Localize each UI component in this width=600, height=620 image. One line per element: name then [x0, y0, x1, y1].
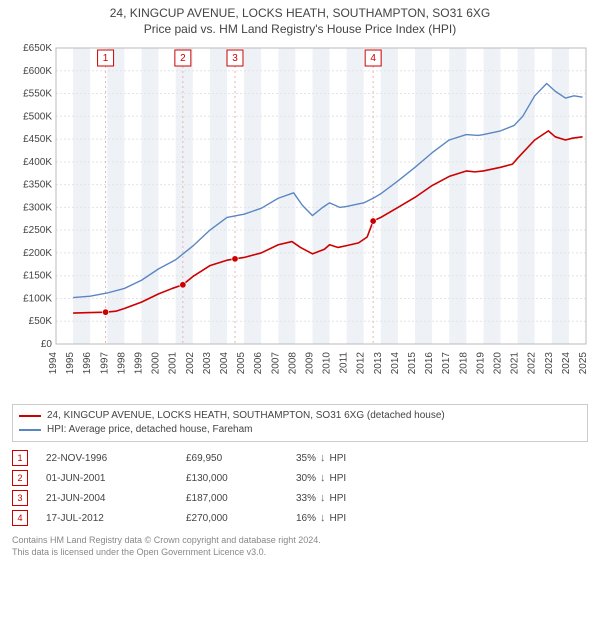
svg-text:£500K: £500K	[23, 111, 52, 122]
svg-text:4: 4	[370, 53, 376, 64]
svg-text:£100K: £100K	[23, 293, 52, 304]
svg-text:1: 1	[103, 53, 109, 64]
sale-price: £69,950	[186, 453, 296, 464]
svg-text:£650K: £650K	[23, 43, 52, 54]
svg-text:2016: 2016	[424, 352, 435, 375]
arrow-down-icon: ↓	[320, 512, 326, 524]
sale-date: 21-JUN-2004	[46, 493, 186, 504]
svg-text:2025: 2025	[578, 352, 589, 375]
legend-item: 24, KINGCUP AVENUE, LOCKS HEATH, SOUTHAM…	[19, 409, 581, 423]
sale-delta-pct: 16%	[296, 513, 316, 524]
svg-text:2019: 2019	[475, 352, 486, 375]
svg-text:2024: 2024	[561, 352, 572, 375]
svg-text:£200K: £200K	[23, 248, 52, 259]
svg-text:2007: 2007	[270, 352, 281, 375]
svg-text:2006: 2006	[253, 352, 264, 375]
title-line-2: Price paid vs. HM Land Registry's House …	[4, 22, 596, 36]
sale-row: 4 17-JUL-2012£270,00016% ↓ HPI	[12, 508, 588, 528]
svg-text:£550K: £550K	[23, 89, 52, 100]
sale-row: 2 01-JUN-2001£130,00030% ↓ HPI	[12, 468, 588, 488]
legend: 24, KINGCUP AVENUE, LOCKS HEATH, SOUTHAM…	[12, 404, 588, 442]
svg-text:2000: 2000	[151, 352, 162, 375]
svg-text:2005: 2005	[236, 352, 247, 375]
svg-text:1998: 1998	[116, 352, 127, 375]
legend-label: 24, KINGCUP AVENUE, LOCKS HEATH, SOUTHAM…	[47, 409, 445, 423]
svg-text:3: 3	[232, 53, 238, 64]
svg-text:£50K: £50K	[29, 316, 53, 327]
legend-swatch	[19, 429, 41, 431]
svg-text:2013: 2013	[373, 352, 384, 375]
svg-text:1999: 1999	[133, 352, 144, 375]
footer-line-2: This data is licensed under the Open Gov…	[12, 546, 588, 558]
svg-text:1995: 1995	[65, 352, 76, 375]
svg-text:2020: 2020	[493, 352, 504, 375]
sale-delta-pct: 30%	[296, 473, 316, 484]
sale-delta-pct: 35%	[296, 453, 316, 464]
svg-text:2010: 2010	[322, 352, 333, 375]
svg-text:2004: 2004	[219, 352, 230, 375]
chart-area: £0 £50K £100K £150K £200K £250K £300K £350K £400…	[8, 42, 592, 398]
sale-delta-suffix: HPI	[330, 453, 347, 464]
sale-badge: 1	[12, 450, 28, 466]
title-line-1: 24, KINGCUP AVENUE, LOCKS HEATH, SOUTHAM…	[4, 6, 596, 20]
sale-delta-suffix: HPI	[330, 493, 347, 504]
sale-row: 1 22-NOV-1996£69,95035% ↓ HPI	[12, 448, 588, 468]
sale-delta: 33% ↓ HPI	[296, 492, 406, 504]
arrow-down-icon: ↓	[320, 472, 326, 484]
svg-text:2018: 2018	[458, 352, 469, 375]
svg-text:2021: 2021	[510, 352, 521, 375]
sale-delta: 35% ↓ HPI	[296, 452, 406, 464]
sale-price: £187,000	[186, 493, 296, 504]
svg-text:2001: 2001	[168, 352, 179, 375]
sale-delta-suffix: HPI	[330, 513, 347, 524]
footer-line-1: Contains HM Land Registry data © Crown c…	[12, 534, 588, 546]
svg-text:£600K: £600K	[23, 66, 52, 77]
chart-title-block: 24, KINGCUP AVENUE, LOCKS HEATH, SOUTHAM…	[0, 0, 600, 38]
svg-text:£0: £0	[41, 339, 53, 350]
svg-text:2009: 2009	[304, 352, 315, 375]
svg-text:2008: 2008	[287, 352, 298, 375]
sale-row: 3 21-JUN-2004£187,00033% ↓ HPI	[12, 488, 588, 508]
sale-badge: 4	[12, 510, 28, 526]
arrow-down-icon: ↓	[320, 452, 326, 464]
data-source-footer: Contains HM Land Registry data © Crown c…	[12, 534, 588, 558]
svg-text:£350K: £350K	[23, 180, 52, 191]
svg-text:2014: 2014	[390, 352, 401, 375]
sale-date: 01-JUN-2001	[46, 473, 186, 484]
price-chart-svg: £0 £50K £100K £150K £200K £250K £300K £350K £400…	[8, 42, 592, 398]
sale-badge: 2	[12, 470, 28, 486]
legend-label: HPI: Average price, detached house, Fare…	[47, 423, 253, 437]
svg-text:1996: 1996	[82, 352, 93, 375]
svg-text:£400K: £400K	[23, 157, 52, 168]
svg-text:2022: 2022	[527, 352, 538, 375]
legend-item: HPI: Average price, detached house, Fare…	[19, 423, 581, 437]
svg-text:1997: 1997	[99, 352, 110, 375]
svg-text:£150K: £150K	[23, 271, 52, 282]
svg-text:2015: 2015	[407, 352, 418, 375]
svg-text:£250K: £250K	[23, 225, 52, 236]
sale-delta-pct: 33%	[296, 493, 316, 504]
svg-text:2017: 2017	[441, 352, 452, 375]
sale-price: £130,000	[186, 473, 296, 484]
sales-table: 1 22-NOV-1996£69,95035% ↓ HPI 2 01-JUN-2001£1…	[12, 448, 588, 528]
svg-text:2023: 2023	[544, 352, 555, 375]
sale-price: £270,000	[186, 513, 296, 524]
sale-date: 17-JUL-2012	[46, 513, 186, 524]
arrow-down-icon: ↓	[320, 492, 326, 504]
svg-text:£450K: £450K	[23, 134, 52, 145]
sale-delta-suffix: HPI	[330, 473, 347, 484]
svg-text:2003: 2003	[202, 352, 213, 375]
svg-text:1994: 1994	[48, 352, 59, 375]
svg-text:2002: 2002	[185, 352, 196, 375]
sale-delta: 30% ↓ HPI	[296, 472, 406, 484]
svg-text:£300K: £300K	[23, 202, 52, 213]
legend-swatch	[19, 415, 41, 417]
sale-delta: 16% ↓ HPI	[296, 512, 406, 524]
svg-text:2012: 2012	[356, 352, 367, 375]
svg-text:2011: 2011	[339, 352, 350, 374]
sale-date: 22-NOV-1996	[46, 453, 186, 464]
svg-text:2: 2	[180, 53, 186, 64]
sale-badge: 3	[12, 490, 28, 506]
